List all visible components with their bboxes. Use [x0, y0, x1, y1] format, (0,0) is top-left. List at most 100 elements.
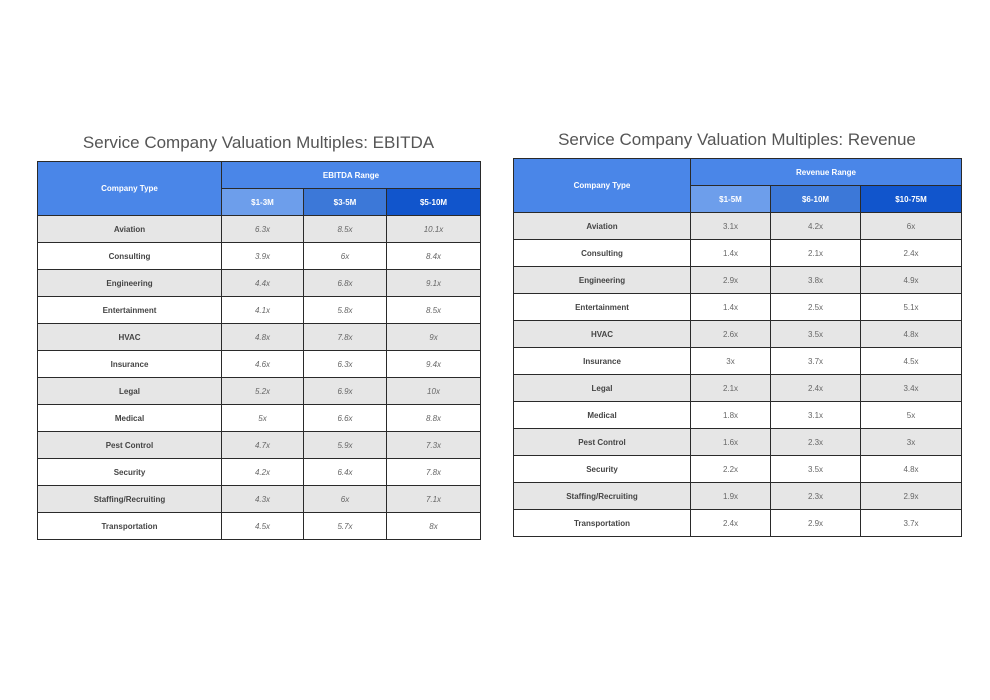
- company-type-cell: Legal: [513, 374, 691, 402]
- company-type-cell: Aviation: [37, 215, 222, 243]
- table-row: Aviation 3.1x 4.2x 6x: [513, 212, 962, 240]
- multiple-value-cell: 3.5x: [770, 455, 861, 483]
- multiple-value-cell: 5.8x: [303, 296, 387, 324]
- company-type-cell: Transportation: [513, 509, 691, 537]
- table-row: Pest Control 1.6x 2.3x 3x: [513, 428, 962, 456]
- table-row: Medical 5x 6.6x 8.8x: [37, 404, 482, 432]
- multiple-value-cell: 2.9x: [770, 509, 861, 537]
- multiple-value-cell: 9x: [385, 323, 482, 351]
- multiple-value-cell: 2.9x: [690, 266, 771, 294]
- column-header: $1-3M: [221, 188, 304, 216]
- multiple-value-cell: 5.1x: [860, 293, 962, 321]
- revenue-multiples-table: Company Type Revenue Range $1-5M $6-10M …: [513, 158, 962, 537]
- company-type-header: Company Type: [37, 161, 222, 216]
- multiple-value-cell: 2.6x: [690, 320, 771, 348]
- multiple-value-cell: 3x: [690, 347, 771, 375]
- company-type-cell: Pest Control: [513, 428, 691, 456]
- multiple-value-cell: 2.4x: [860, 239, 962, 267]
- multiple-value-cell: 6x: [303, 485, 387, 513]
- multiple-value-cell: 1.8x: [690, 401, 771, 429]
- table-row: HVAC 2.6x 3.5x 4.8x: [513, 320, 962, 348]
- company-type-cell: Medical: [37, 404, 222, 432]
- company-type-cell: Entertainment: [37, 296, 222, 324]
- table-row: Consulting 3.9x 6x 8.4x: [37, 242, 482, 270]
- multiple-value-cell: 3.7x: [770, 347, 861, 375]
- table-row: Insurance 4.6x 6.3x 9.4x: [37, 350, 482, 378]
- company-type-cell: Consulting: [513, 239, 691, 267]
- table-row: Medical 1.8x 3.1x 5x: [513, 401, 962, 429]
- multiple-value-cell: 6.4x: [303, 458, 387, 486]
- multiple-value-cell: 2.9x: [860, 482, 962, 510]
- multiple-value-cell: 6x: [860, 212, 962, 240]
- table-row: Entertainment 4.1x 5.8x 8.5x: [37, 296, 482, 324]
- multiple-value-cell: 9.1x: [385, 269, 482, 297]
- multiple-value-cell: 4.8x: [860, 320, 962, 348]
- table-row: Engineering 4.4x 6.8x 9.1x: [37, 269, 482, 297]
- multiple-value-cell: 2.4x: [690, 509, 771, 537]
- multiple-value-cell: 3.7x: [860, 509, 962, 537]
- multiple-value-cell: 4.2x: [221, 458, 304, 486]
- multiple-value-cell: 9.4x: [385, 350, 482, 378]
- multiple-value-cell: 3.8x: [770, 266, 861, 294]
- table-row: HVAC 4.8x 7.8x 9x: [37, 323, 482, 351]
- revenue-table-body: Aviation 3.1x 4.2x 6x Consulting 1.4x 2.1x 2.4x…: [513, 212, 962, 537]
- multiple-value-cell: 10.1x: [385, 215, 482, 243]
- company-type-cell: Staffing/Recruiting: [513, 482, 691, 510]
- multiple-value-cell: 2.1x: [770, 239, 861, 267]
- table-row: Pest Control 4.7x 5.9x 7.3x: [37, 431, 482, 459]
- multiple-value-cell: 4.4x: [221, 269, 304, 297]
- multiple-value-cell: 4.5x: [221, 512, 304, 540]
- company-type-cell: Engineering: [37, 269, 222, 297]
- column-header: $6-10M: [770, 185, 861, 213]
- company-type-cell: Medical: [513, 401, 691, 429]
- multiple-value-cell: 4.7x: [221, 431, 304, 459]
- multiple-value-cell: 3.1x: [690, 212, 771, 240]
- multiple-value-cell: 10x: [385, 377, 482, 405]
- multiple-value-cell: 5.7x: [303, 512, 387, 540]
- multiple-value-cell: 1.6x: [690, 428, 771, 456]
- multiple-value-cell: 8.5x: [385, 296, 482, 324]
- multiple-value-cell: 4.5x: [860, 347, 962, 375]
- multiple-value-cell: 5x: [221, 404, 304, 432]
- ebitda-table-panel: Service Company Valuation Multiples: EBI…: [37, 133, 482, 540]
- column-header: $3-5M: [303, 188, 387, 216]
- column-header: $1-5M: [690, 185, 771, 213]
- multiple-value-cell: 3.5x: [770, 320, 861, 348]
- revenue-table-title: Service Company Valuation Multiples: Rev…: [558, 130, 916, 149]
- multiple-value-cell: 6x: [303, 242, 387, 270]
- table-row: Legal 5.2x 6.9x 10x: [37, 377, 482, 405]
- table-row: Entertainment 1.4x 2.5x 5.1x: [513, 293, 962, 321]
- company-type-cell: Security: [513, 455, 691, 483]
- multiple-value-cell: 2.5x: [770, 293, 861, 321]
- company-type-cell: Legal: [37, 377, 222, 405]
- multiple-value-cell: 4.8x: [221, 323, 304, 351]
- multiple-value-cell: 6.3x: [221, 215, 304, 243]
- multiple-value-cell: 4.2x: [770, 212, 861, 240]
- ebitda-table-body: Aviation 6.3x 8.5x 10.1x Consulting 3.9x 6x 8.4…: [37, 215, 482, 540]
- company-type-cell: Consulting: [37, 242, 222, 270]
- multiple-value-cell: 6.8x: [303, 269, 387, 297]
- table-row: Engineering 2.9x 3.8x 4.9x: [513, 266, 962, 294]
- multiple-value-cell: 6.9x: [303, 377, 387, 405]
- multiple-value-cell: 1.9x: [690, 482, 771, 510]
- column-header: $5-10M: [385, 188, 482, 216]
- multiple-value-cell: 7.8x: [303, 323, 387, 351]
- ebitda-table-title: Service Company Valuation Multiples: EBI…: [82, 133, 435, 152]
- multiple-value-cell: 2.3x: [770, 482, 861, 510]
- company-type-cell: Engineering: [513, 266, 691, 294]
- multiple-value-cell: 7.8x: [385, 458, 482, 486]
- multiple-value-cell: 7.3x: [385, 431, 482, 459]
- company-type-cell: Security: [37, 458, 222, 486]
- company-type-cell: HVAC: [37, 323, 222, 351]
- ebitda-range-header: EBITDA Range: [220, 161, 482, 189]
- multiple-value-cell: 3.9x: [221, 242, 304, 270]
- multiple-value-cell: 2.1x: [690, 374, 771, 402]
- table-row: Security 4.2x 6.4x 7.8x: [37, 458, 482, 486]
- multiple-value-cell: 1.4x: [690, 239, 771, 267]
- company-type-cell: Pest Control: [37, 431, 222, 459]
- multiple-value-cell: 8x: [385, 512, 482, 540]
- multiple-value-cell: 4.9x: [860, 266, 962, 294]
- company-type-cell: Insurance: [37, 350, 222, 378]
- column-header: $10-75M: [860, 185, 962, 213]
- multiple-value-cell: 3x: [860, 428, 962, 456]
